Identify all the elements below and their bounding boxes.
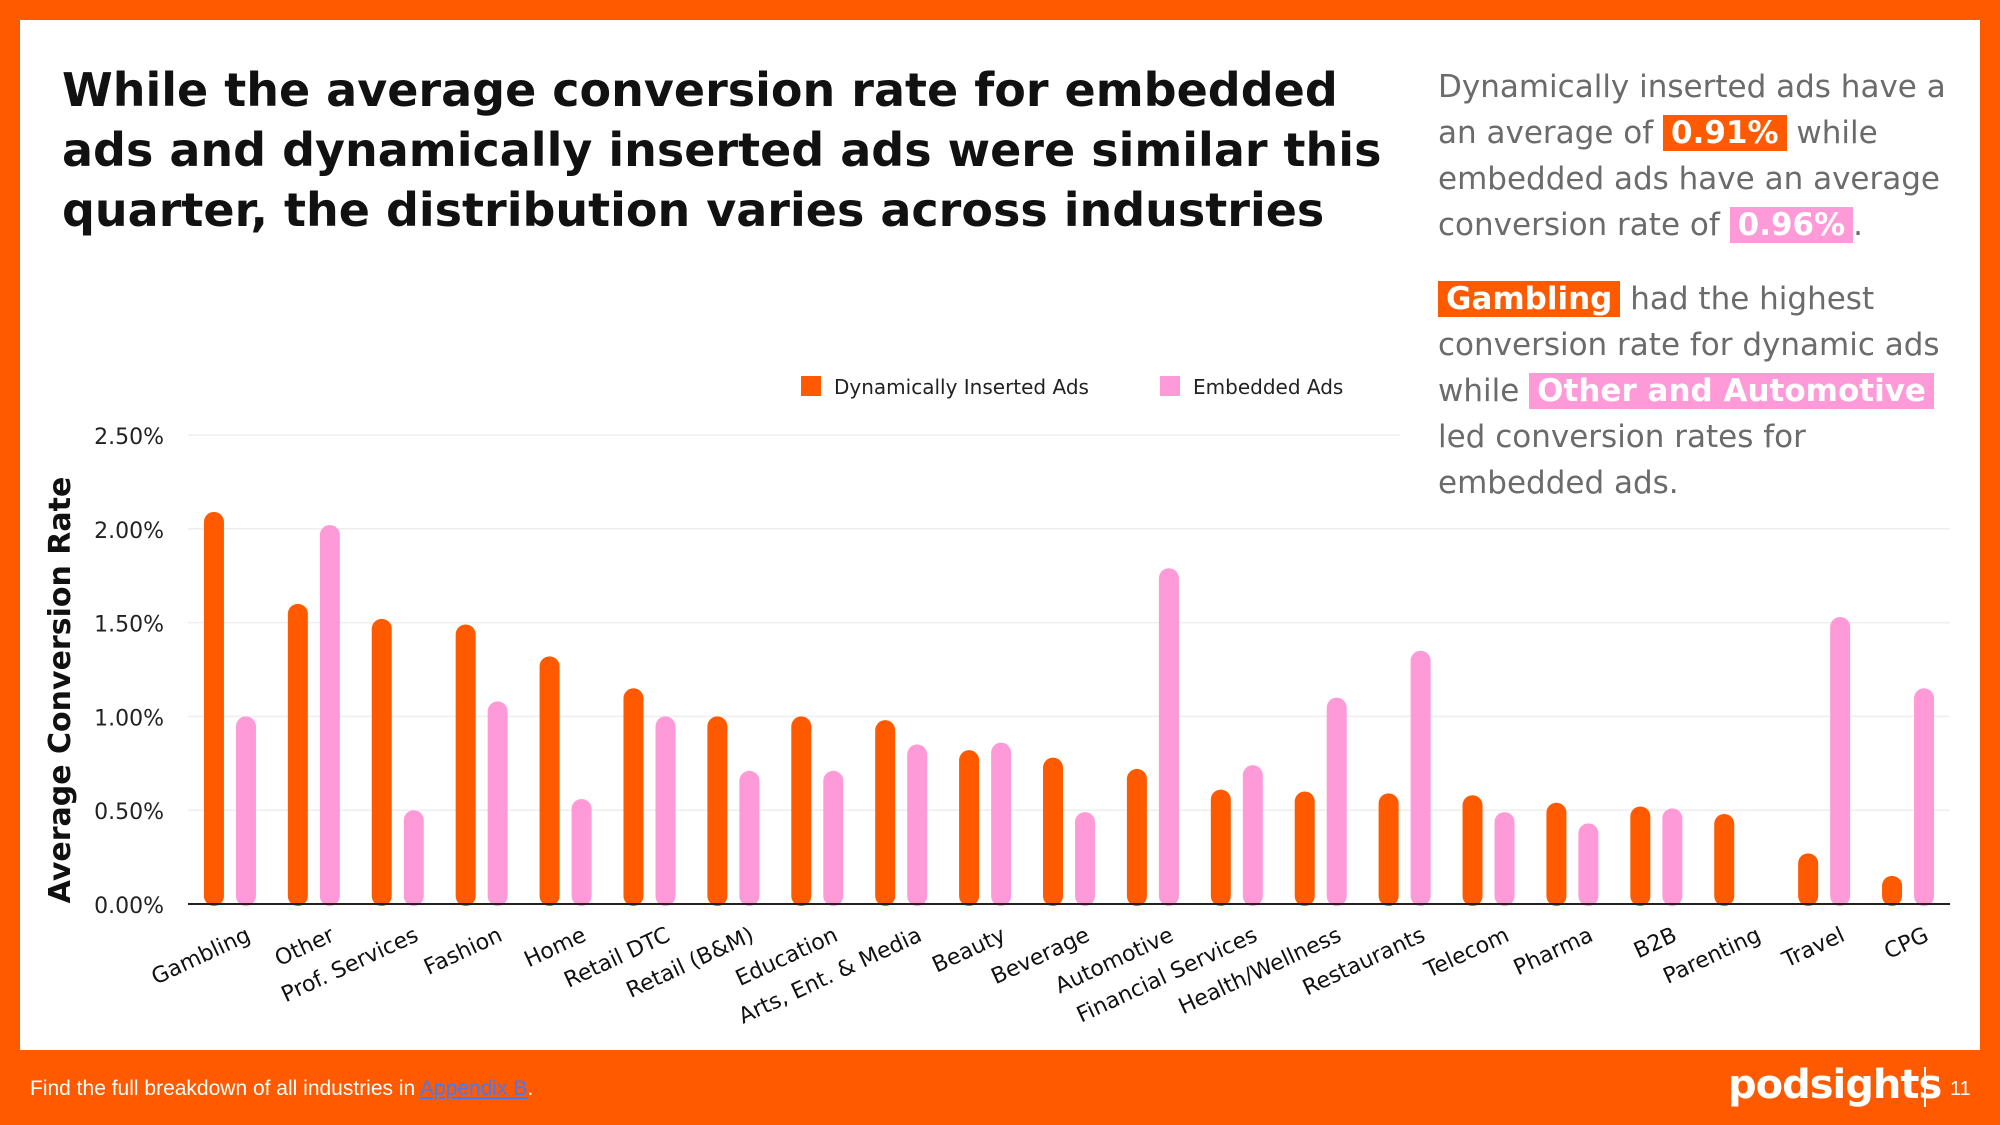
dynamic-bar (1714, 813, 1735, 906)
dynamic-bar (1378, 793, 1399, 906)
legend-swatch (1160, 376, 1180, 396)
summary-averages: Dynamically inserted ads have a an avera… (1438, 64, 1958, 248)
slide-headline: While the average conversion rate for em… (62, 63, 1382, 237)
embedded-bar (1914, 688, 1935, 906)
dynamic-bar (1798, 853, 1819, 906)
dynamic-bar (1126, 768, 1147, 906)
appendix-link[interactable]: Appendix B (419, 1077, 528, 1100)
y-tick-label: 1.00% (94, 706, 164, 731)
dynamic-bar (1294, 791, 1315, 906)
legend-label: Embedded Ads (1193, 375, 1343, 399)
dynamic-bar (1546, 802, 1567, 906)
dynamic-bar (959, 750, 980, 906)
dynamic-bar (707, 716, 728, 906)
y-tick-label: 0.00% (94, 894, 164, 919)
podsights-logo: podsights (1728, 1062, 1942, 1108)
y-tick-label: 0.50% (94, 800, 164, 825)
gambling-highlight: Gambling (1438, 281, 1621, 317)
embedded-bar (1158, 568, 1179, 906)
legend: Dynamically Inserted Ads Embedded Ads (801, 375, 1343, 399)
y-tick-label: 2.50% (94, 425, 164, 450)
embedded-bar (1494, 812, 1515, 906)
dynamic-bar (1630, 806, 1651, 906)
embedded-bar (739, 770, 760, 906)
embedded-bar (1662, 808, 1683, 906)
dynamic-bar (1210, 789, 1231, 906)
dynamic-bar (791, 716, 812, 906)
embedded-bar (1830, 616, 1851, 906)
embedded-bar (487, 701, 508, 906)
footer-divider (1924, 1067, 1926, 1107)
y-tick-label: 1.50% (94, 613, 164, 638)
embedded-bar (1326, 697, 1347, 906)
legend-label: Dynamically Inserted Ads (834, 375, 1089, 399)
gridlines (188, 434, 1950, 811)
page-number: 11 (1950, 1078, 1971, 1100)
dynamic-bar (623, 688, 644, 906)
x-tick-label: CPG (1881, 923, 1933, 965)
footer-note: Find the full breakdown of all industrie… (30, 1077, 533, 1101)
y-axis-label: Average Conversion Rate (43, 477, 78, 904)
embedded-bar (403, 810, 424, 906)
summary-text-2a: had the highest conversion rate for dyna… (1438, 281, 1940, 409)
x-tick-label: Telecom (1420, 923, 1513, 984)
dynamic-bar (1462, 795, 1483, 906)
dynamic-bar (539, 656, 560, 906)
dynamic-bar (455, 624, 476, 906)
dynamic-bar (1043, 757, 1063, 906)
embedded-bar (1578, 823, 1599, 906)
footer-note-text: Find the full breakdown of all industrie… (30, 1077, 416, 1100)
embedded-bar (319, 525, 340, 906)
summary-text-1a: Dynamically inserted ads have a an avera… (1438, 69, 1946, 151)
x-tick-label: B2B (1630, 923, 1681, 964)
other-automotive-highlight: Other and Automotive (1529, 373, 1934, 409)
embedded-bar (823, 770, 844, 906)
bars (203, 511, 1935, 906)
dynamic-average-highlight: 0.91% (1663, 115, 1787, 151)
embedded-bar (235, 716, 256, 906)
x-tick-label: Pharma (1510, 923, 1597, 981)
legend-swatch (801, 376, 821, 396)
dynamic-bar (875, 720, 896, 906)
embedded-bar (571, 798, 592, 906)
x-tick-label: Parenting (1660, 923, 1765, 990)
footer-note-period: . (527, 1077, 534, 1100)
summary-panel: Dynamically inserted ads have a an avera… (1438, 64, 1958, 534)
y-tick-label: 2.00% (94, 519, 164, 544)
embedded-bar (1242, 765, 1263, 906)
x-tick-label: Travel (1778, 923, 1849, 974)
dynamic-bar (203, 511, 224, 906)
summary-leaders: Gambling had the highest conversion rate… (1438, 276, 1958, 506)
embedded-average-highlight: 0.96% (1729, 207, 1854, 243)
embedded-bar (655, 716, 676, 906)
embedded-bar (1410, 650, 1431, 906)
embedded-bar (991, 742, 1012, 906)
dynamic-bar (371, 618, 392, 906)
x-tick-label: Fashion (420, 923, 506, 981)
summary-text-1b: while embedded ads have an average conve… (1438, 115, 1940, 243)
embedded-bar (907, 744, 928, 906)
summary-text-2b: led conversion rates for embedded ads. (1438, 419, 1806, 501)
x-tick-label: Gambling (148, 923, 255, 990)
dynamic-bar (1882, 875, 1903, 906)
embedded-bar (1075, 812, 1095, 906)
summary-text-1c: . (1853, 207, 1864, 243)
dynamic-bar (287, 603, 308, 906)
